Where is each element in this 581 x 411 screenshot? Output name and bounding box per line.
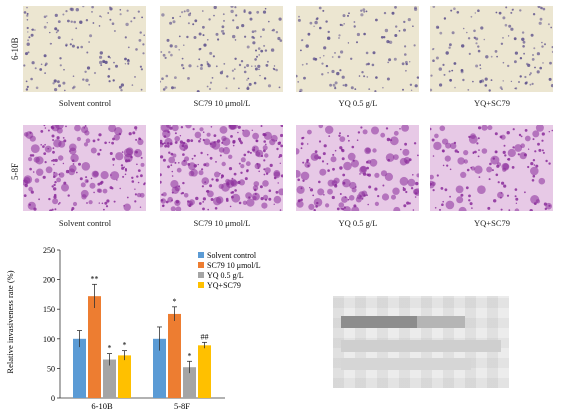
legend-label: YQ+SC79 [207, 281, 241, 290]
legend-label: YQ 0.5 g/L [207, 271, 244, 280]
caption-sc79: SC79 10 μmol/L [193, 218, 251, 228]
micrograph-5-8f-solvent-control [23, 125, 146, 211]
micrograph-6-10b-sc79 [160, 6, 283, 92]
bar-1-0 [88, 296, 101, 398]
legend-swatch [198, 282, 204, 288]
micrograph-5-8f-yq-sc79 [430, 125, 553, 211]
caption-sc79: SC79 10 μmol/L [193, 98, 251, 108]
legend-swatch [198, 262, 204, 268]
bar-2-1 [183, 367, 196, 398]
micrograph-6-10b-yq-sc79 [430, 6, 553, 92]
bar-3-1 [198, 345, 211, 398]
micrograph-6-10b-solvent-control [23, 6, 146, 92]
significance-mark: ## [201, 332, 209, 341]
invasiveness-bar-chart: Relative invasiveness rate (%) 0 50 100 150… [5, 246, 261, 411]
bar-3-0 [118, 355, 131, 398]
bar-0-1 [153, 338, 166, 398]
y-tick-label: 0 [51, 394, 55, 403]
significance-mark: * [108, 344, 112, 353]
bar-0-0 [73, 338, 86, 398]
bar-2-0 [103, 359, 116, 398]
y-tick-label: 250 [43, 246, 55, 255]
x-tick-label: 5-8F [174, 401, 190, 411]
caption-yq: YQ 0.5 g/L [338, 98, 378, 108]
caption-yq-sc79: YQ+SC79 [474, 98, 510, 108]
legend-label: SC79 10 μmol/L [207, 261, 261, 270]
micrograph-6-10b-yq [296, 6, 419, 92]
row-label-6-10b: 6-10B [10, 37, 20, 61]
significance-mark: * [173, 297, 177, 306]
obscured-region [333, 296, 509, 388]
caption-solvent-control: Solvent control [58, 218, 112, 228]
significance-mark: ** [91, 274, 99, 283]
legend-swatch [198, 252, 204, 258]
micrograph-5-8f-sc79 [160, 125, 283, 211]
y-axis-label: Relative invasiveness rate (%) [5, 270, 15, 373]
caption-yq: YQ 0.5 g/L [338, 218, 378, 228]
caption-solvent-control: Solvent control [58, 98, 112, 108]
legend-label: Solvent control [207, 251, 257, 260]
y-tick-label: 200 [43, 276, 55, 285]
x-tick-label: 6-10B [91, 401, 113, 411]
y-tick-label: 100 [43, 335, 55, 344]
significance-mark: * [188, 351, 192, 360]
legend-swatch [198, 272, 204, 278]
bar-1-1 [168, 313, 181, 398]
row-label-5-8f: 5-8F [10, 162, 20, 180]
significance-mark: * [123, 341, 127, 350]
micrograph-5-8f-yq [296, 125, 419, 211]
caption-yq-sc79: YQ+SC79 [474, 218, 510, 228]
y-tick-label: 150 [43, 305, 55, 314]
y-tick-label: 50 [47, 364, 55, 373]
